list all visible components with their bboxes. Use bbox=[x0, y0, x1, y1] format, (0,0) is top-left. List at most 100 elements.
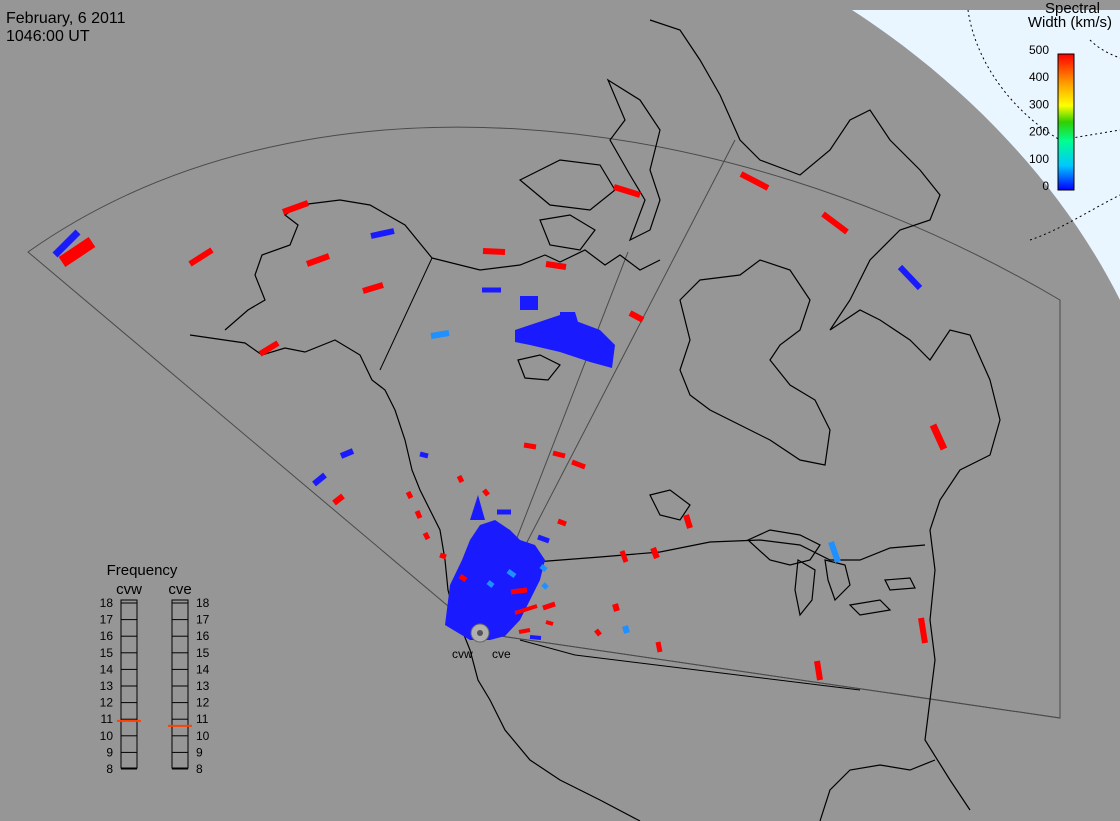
echo-cluster bbox=[515, 315, 615, 368]
frequency-tick-label: 14 bbox=[100, 662, 114, 676]
frequency-panel: Frequency cvw cve 18 18 17 17 16 16 15 15 14 14 13… bbox=[100, 562, 210, 776]
field-of-view bbox=[27, 126, 1061, 719]
echo-cell bbox=[622, 625, 630, 634]
frequency-tick-label: 16 bbox=[100, 629, 114, 643]
echo-cell bbox=[482, 488, 490, 497]
boundaries bbox=[379, 257, 861, 691]
scale-tick-label: 300 bbox=[1029, 97, 1049, 111]
frequency-tick-label: 18 bbox=[100, 596, 114, 610]
frequency-tick-label: 10 bbox=[196, 729, 210, 743]
echo-cell bbox=[539, 564, 548, 572]
echo-cell bbox=[929, 423, 948, 451]
frequency-tick-label: 11 bbox=[196, 712, 209, 726]
radar-label-cve: cve bbox=[492, 647, 511, 661]
echo-cell bbox=[594, 628, 602, 637]
echo-cell bbox=[188, 247, 214, 267]
frequency-col-cvw: cvw bbox=[116, 581, 142, 598]
frequency-tick-label: 12 bbox=[100, 696, 114, 710]
scale-tick-label: 200 bbox=[1029, 125, 1049, 139]
polar-region bbox=[852, 10, 1120, 300]
frequency-tick-label: 15 bbox=[196, 646, 210, 660]
echo-cell bbox=[486, 580, 495, 588]
echo-cell bbox=[52, 229, 81, 258]
frequency-tick-label: 13 bbox=[196, 679, 210, 693]
scale-tick-label: 500 bbox=[1029, 43, 1049, 57]
frequency-title: Frequency bbox=[107, 562, 178, 579]
scale-tick-label: 400 bbox=[1029, 70, 1049, 84]
frequency-tick-label: 15 bbox=[100, 646, 114, 660]
echo-cluster bbox=[470, 495, 485, 520]
echo-cell bbox=[506, 568, 517, 579]
echo-cell bbox=[281, 200, 310, 215]
frequency-tick-label: 17 bbox=[100, 613, 114, 627]
date-label: February, 6 2011 bbox=[6, 10, 126, 27]
echo-cell bbox=[370, 228, 395, 239]
echo-cell bbox=[897, 264, 923, 291]
echo-cell bbox=[545, 620, 554, 626]
echo-cell bbox=[552, 450, 566, 459]
frequency-col-cve: cve bbox=[168, 581, 191, 598]
scale-title: Spectral bbox=[1045, 0, 1100, 17]
radar-label-cvw: cvw bbox=[452, 647, 473, 661]
frequency-tick-label: 13 bbox=[100, 679, 114, 693]
echo-cell bbox=[619, 550, 629, 563]
echo-cell bbox=[545, 261, 567, 270]
echo-cell bbox=[58, 237, 96, 267]
echo-cell bbox=[612, 603, 620, 612]
scale-ticks: 500 400 300 200 100 0 bbox=[1029, 43, 1049, 193]
frequency-tick-label: 11 bbox=[101, 712, 114, 726]
frequency-tick-label: 16 bbox=[196, 629, 210, 643]
echo-cell bbox=[305, 253, 331, 267]
frequency-ticks: 18 18 17 17 16 16 15 15 14 14 13 13 12 12 11 11 10 10 9 9 8 8 bbox=[100, 596, 210, 776]
echo-cell bbox=[405, 490, 414, 500]
echo-cell bbox=[683, 514, 693, 529]
echo-cell bbox=[430, 330, 450, 339]
echo-cell bbox=[557, 518, 567, 527]
echo-cell bbox=[362, 282, 384, 294]
echo-cell bbox=[739, 171, 770, 191]
echo-cell bbox=[613, 184, 641, 198]
frequency-tick-label: 8 bbox=[196, 762, 203, 776]
echo-cell bbox=[529, 635, 542, 640]
echo-cell bbox=[828, 541, 841, 563]
echo-cell bbox=[650, 546, 660, 560]
frequency-tick-label: 12 bbox=[196, 696, 210, 710]
echo-cell bbox=[918, 617, 928, 644]
echo-cell bbox=[523, 442, 537, 450]
echo-cell bbox=[518, 628, 531, 634]
frequency-bar-cvw bbox=[120, 599, 138, 769]
frequency-bar-cve bbox=[171, 599, 189, 769]
echo-cell bbox=[419, 451, 429, 459]
echo-cell bbox=[458, 573, 468, 583]
coastlines bbox=[189, 19, 1001, 821]
frequency-tick-label: 9 bbox=[196, 745, 203, 759]
echo-cluster bbox=[560, 312, 578, 322]
echo-cell bbox=[542, 601, 556, 611]
frequency-tick-label: 8 bbox=[106, 762, 113, 776]
time-label: 1046:00 UT bbox=[6, 28, 90, 45]
frequency-tick-label: 17 bbox=[196, 613, 210, 627]
frequency-tick-label: 14 bbox=[196, 662, 210, 676]
frequency-tick-label: 9 bbox=[106, 745, 113, 759]
echo-cell bbox=[541, 582, 549, 590]
echo-cell bbox=[482, 248, 506, 255]
scale-tick-label: 0 bbox=[1042, 179, 1049, 193]
echo-cell bbox=[312, 472, 327, 487]
scale-tick-label: 100 bbox=[1029, 152, 1049, 166]
echo-cluster bbox=[520, 296, 538, 310]
echo-cell bbox=[339, 448, 355, 459]
echo-cell bbox=[514, 604, 538, 615]
echo-cell bbox=[537, 534, 550, 544]
echo-cell bbox=[456, 474, 465, 484]
echo-cell bbox=[439, 552, 447, 560]
scale-subtitle: Width (km/s) bbox=[1028, 14, 1112, 31]
echo-cell bbox=[258, 340, 280, 357]
echo-cell bbox=[655, 641, 663, 653]
spectral-width-scale: Spectral Width (km/s) 500 400 300 200 100 0 bbox=[1028, 0, 1112, 193]
frequency-tick-label: 18 bbox=[196, 596, 210, 610]
frequency-tick-label: 10 bbox=[100, 729, 114, 743]
backscatter-layer bbox=[52, 171, 948, 681]
echo-cluster bbox=[445, 520, 545, 640]
